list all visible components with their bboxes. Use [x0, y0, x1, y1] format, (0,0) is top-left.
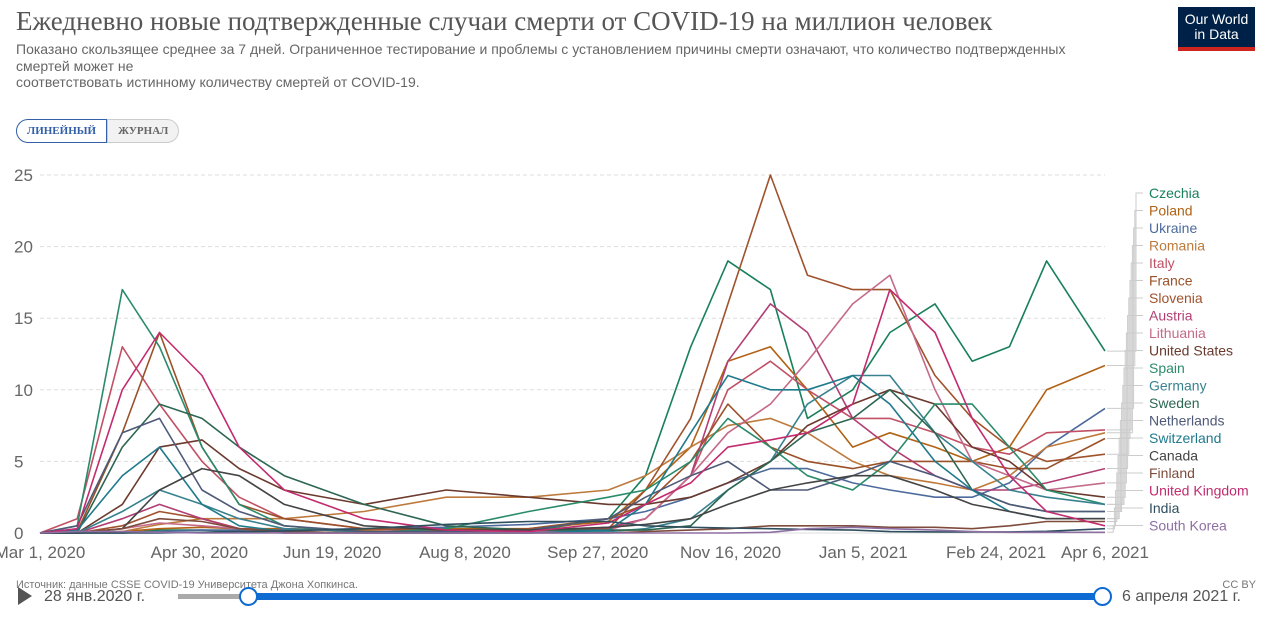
legend-connector — [1107, 315, 1143, 470]
y-tick-label: 5 — [14, 452, 23, 471]
series-line-finland[interactable] — [40, 517, 1105, 534]
legend-label[interactable]: Italy — [1149, 255, 1175, 271]
legend-label[interactable]: Spain — [1149, 360, 1185, 376]
tab-linear[interactable]: ЛИНЕЙНЫЙ — [16, 119, 108, 143]
legend-label[interactable]: Slovenia — [1149, 290, 1203, 306]
timeline-track[interactable] — [178, 594, 248, 599]
series-line-lithuania[interactable] — [40, 274, 1106, 534]
legend-label[interactable]: Netherlands — [1149, 413, 1225, 429]
legend-connector — [1107, 385, 1143, 505]
timeline-start-label: 28 янв.2020 г. — [44, 588, 146, 605]
legend-label[interactable]: Canada — [1149, 448, 1198, 464]
series-line-germany[interactable] — [40, 374, 1106, 534]
line-chart: 0 5 10 15 20 25 Mar 1, 2020 Apr 30, 2020 Jun 19,… — [0, 166, 1249, 562]
legend-label[interactable]: Austria — [1149, 308, 1193, 324]
y-tick-label: 10 — [14, 381, 33, 400]
source-note: Источник: данные CSSE COVID-19 Университ… — [16, 579, 358, 591]
legend-label[interactable]: Germany — [1149, 378, 1207, 394]
x-tick-label: Sep 27, 2020 — [547, 543, 648, 562]
x-tick-label: Nov 16, 2020 — [680, 543, 781, 562]
series-line-canada[interactable] — [40, 467, 1105, 534]
legend-label[interactable]: South Korea — [1149, 518, 1227, 534]
y-tick-label: 15 — [14, 309, 33, 328]
x-tick-label: Mar 1, 2020 — [0, 543, 85, 562]
x-tick-label: Jan 5, 2021 — [819, 543, 908, 562]
timeline-start-handle[interactable] — [239, 587, 258, 606]
legend-connector — [1107, 262, 1143, 431]
scale-tabs: ЛИНЕЙНЫЙ ЖУРНАЛ — [16, 119, 180, 143]
x-tick-label: Aug 8, 2020 — [419, 543, 511, 562]
series-line-united-kingdom[interactable] — [39, 288, 1106, 534]
legend-connector — [1107, 210, 1143, 366]
license-link[interactable]: CC BY — [1222, 579, 1256, 591]
subtitle-line: Показано скользящее среднее за 7 дней. О… — [16, 41, 1066, 74]
x-tick-label: Feb 24, 2021 — [946, 543, 1046, 562]
series-line-switzerland[interactable] — [39, 374, 1105, 534]
legend-connector — [1107, 350, 1143, 498]
timeline-selected-range[interactable] — [248, 593, 1103, 600]
tab-log[interactable]: ЖУРНАЛ — [107, 119, 180, 143]
legend-connector — [1107, 245, 1143, 434]
legend-connector — [1107, 525, 1143, 533]
owid-logo[interactable]: Our World in Data — [1178, 7, 1255, 51]
x-tick-label: Apr 30, 2020 — [151, 543, 248, 562]
series-line-romania[interactable] — [40, 417, 1106, 534]
legend-connector — [1107, 455, 1143, 520]
legend-connector — [1107, 420, 1143, 513]
chart-subtitle: Показано скользящее среднее за 7 дней. О… — [16, 41, 1096, 91]
legend-connector — [1107, 297, 1143, 455]
legend-label[interactable]: Ukraine — [1149, 220, 1197, 236]
chart-title: Ежедневно новые подтвержденные случаи см… — [16, 6, 993, 36]
timeline-end-label: 6 апреля 2021 г. — [1122, 588, 1241, 605]
series-line-czechia[interactable] — [40, 260, 1106, 534]
legend-label[interactable]: United Kingdom — [1149, 483, 1249, 499]
y-tick-label: 0 — [14, 524, 23, 543]
x-tick-label: Apr 6, 2021 — [1061, 543, 1149, 562]
legend-connector — [1107, 507, 1143, 530]
legend-label[interactable]: Sweden — [1149, 395, 1200, 411]
series-line-south-korea[interactable] — [39, 526, 1105, 534]
legend-label[interactable]: France — [1149, 273, 1193, 289]
subtitle-line: соответствовать истинному количеству сме… — [16, 74, 420, 90]
play-icon[interactable] — [18, 587, 32, 605]
legend-label[interactable]: Switzerland — [1149, 430, 1221, 446]
legend-label[interactable]: India — [1149, 500, 1180, 516]
legend-connector — [1107, 192, 1143, 352]
series-line-sweden[interactable] — [40, 389, 1105, 534]
legend-label[interactable]: United States — [1149, 343, 1233, 359]
legend-connector — [1107, 280, 1143, 439]
y-tick-label: 20 — [14, 238, 33, 257]
legend-label[interactable]: Lithuania — [1149, 325, 1206, 341]
series-line-ukraine[interactable] — [40, 407, 1106, 534]
series-line-netherlands[interactable] — [39, 417, 1105, 534]
legend-connector — [1107, 227, 1143, 409]
legend-label[interactable]: Czechia — [1149, 185, 1200, 201]
legend-connector — [1107, 472, 1143, 523]
legend-label[interactable]: Poland — [1149, 203, 1193, 219]
legend-label[interactable]: Finland — [1149, 465, 1195, 481]
y-tick-label: 25 — [14, 166, 33, 185]
legend-label[interactable]: Romania — [1149, 238, 1205, 254]
x-tick-label: Jun 19, 2020 — [283, 543, 381, 562]
timeline-end-handle[interactable] — [1093, 587, 1112, 606]
